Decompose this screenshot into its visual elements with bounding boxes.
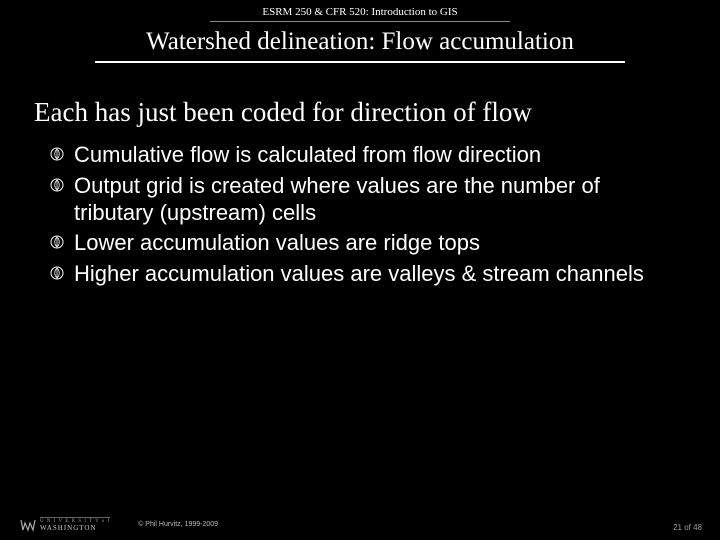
leaf-bullet-icon [50, 266, 74, 285]
slide-title-underline [95, 61, 625, 63]
bullet-text: Cumulative flow is calculated from flow … [74, 142, 541, 169]
copyright-text: © Phil Hurvitz, 1999-2009 [138, 521, 218, 528]
university-logo: U N I V E R S I T Y o f WASHINGTON [20, 517, 110, 532]
university-name: WASHINGTON [40, 524, 110, 532]
course-header: ESRM 250 & CFR 520: Introduction to GIS [0, 0, 720, 18]
footer-left: U N I V E R S I T Y o f WASHINGTON © Phi… [20, 517, 218, 532]
leaf-bullet-icon [50, 178, 74, 197]
leaf-bullet-icon [50, 235, 74, 254]
slide-title: Watershed delineation: Flow accumulation [0, 28, 720, 56]
bullet-text: Higher accumulation values are valleys &… [74, 261, 644, 288]
bullet-text: Lower accumulation values are ridge tops [74, 230, 480, 257]
slide-heading: Each has just been coded for direction o… [34, 97, 720, 128]
bullet-text: Output grid is created where values are … [74, 173, 680, 227]
slide: ESRM 250 & CFR 520: Introduction to GIS … [0, 0, 720, 540]
list-item: Cumulative flow is calculated from flow … [50, 142, 680, 169]
list-item: Higher accumulation values are valleys &… [50, 261, 680, 288]
page-number: 21 of 48 [673, 523, 702, 532]
leaf-bullet-icon [50, 147, 74, 166]
university-of-label: U N I V E R S I T Y o f [40, 517, 110, 524]
w-mark-icon [20, 518, 36, 532]
bullet-list: Cumulative flow is calculated from flow … [50, 142, 680, 288]
course-header-underline [210, 21, 510, 22]
list-item: Output grid is created where values are … [50, 173, 680, 227]
list-item: Lower accumulation values are ridge tops [50, 230, 680, 257]
university-text: U N I V E R S I T Y o f WASHINGTON [40, 517, 110, 532]
